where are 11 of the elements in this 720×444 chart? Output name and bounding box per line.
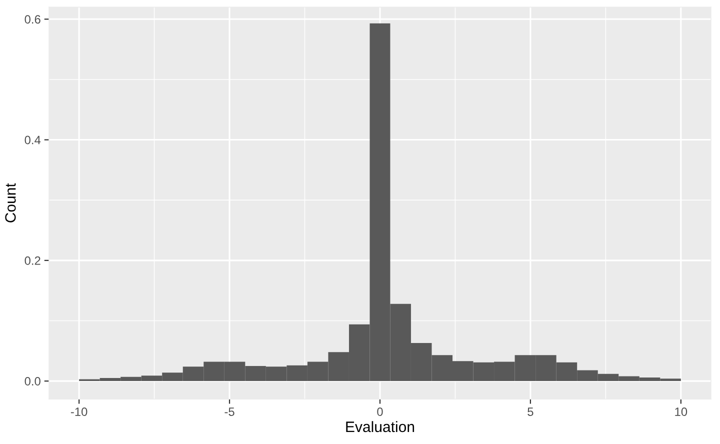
x-tick-label: 5 (528, 408, 534, 416)
x-tick-label: -5 (224, 408, 234, 416)
y-axis-title: Count (5, 183, 16, 222)
x-tick-label: 10 (675, 408, 688, 416)
x-tick-label: -10 (70, 408, 88, 416)
y-tick-label: 0.2 (24, 256, 40, 265)
x-tick-label: 0 (377, 408, 383, 416)
x-axis-title: Evaluation (346, 421, 414, 432)
y-tick-label: 0.0 (24, 377, 40, 386)
y-tick-label: 0.4 (24, 136, 41, 144)
y-tick-label: 0.6 (24, 15, 40, 24)
